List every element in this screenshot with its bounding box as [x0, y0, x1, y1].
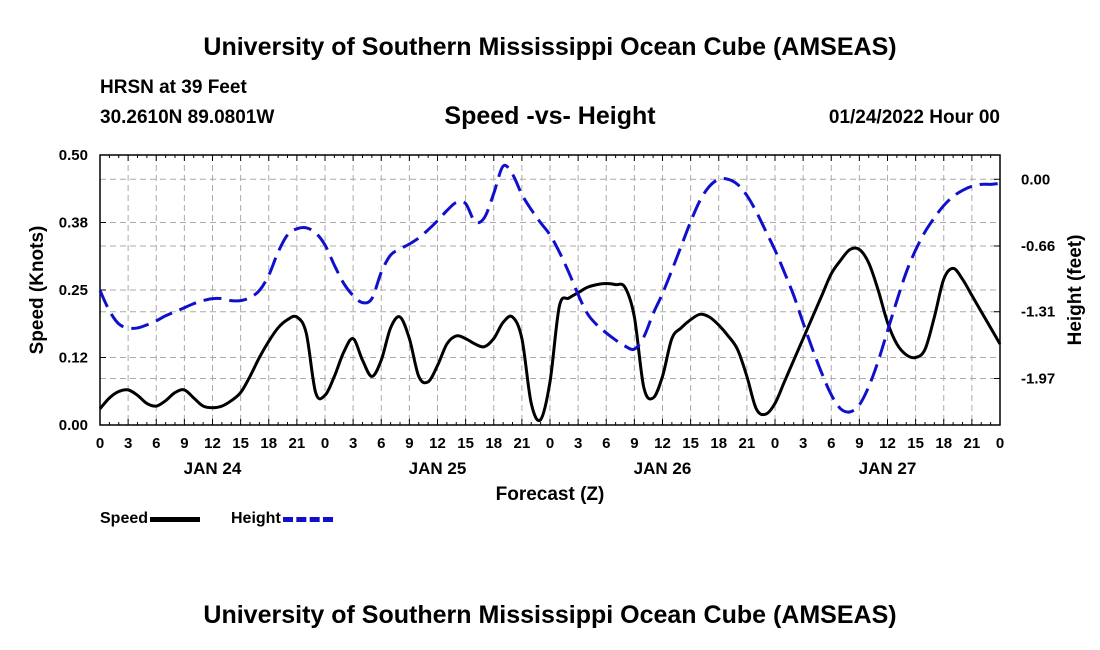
x-tick-label: 0 [321, 435, 329, 452]
height-series-line [98, 163, 1001, 414]
x-tick-label: 9 [180, 435, 188, 452]
day-label: JAN 25 [409, 459, 467, 478]
x-tick-label: 18 [935, 435, 952, 452]
x-tick-label: 15 [907, 435, 924, 452]
y-axis-label-left: Speed (Knots) [27, 226, 48, 355]
x-tick-label: 21 [739, 435, 756, 452]
x-tick-label: 6 [602, 435, 610, 452]
legend-height-swatch [282, 516, 333, 522]
x-tick-label: 12 [879, 435, 896, 452]
x-tick-label: 3 [799, 435, 807, 452]
speed-series-line [98, 246, 1002, 422]
x-tick-label: 9 [405, 435, 413, 452]
y-right-tick-label: -0.66 [1021, 238, 1055, 255]
x-tick-label: 18 [485, 435, 502, 452]
day-label: JAN 24 [184, 459, 242, 478]
y-right-tick-label: -1.31 [1021, 304, 1055, 321]
y-axis-label-right: Height (feet) [1065, 235, 1086, 346]
x-tick-label: 21 [514, 435, 531, 452]
legend-height: Height [231, 510, 333, 528]
legend-height-label: Height [231, 510, 281, 527]
forecast-datetime: 01/24/2022 Hour 00 [828, 107, 1000, 128]
page-title: University of Southern Mississippi Ocean… [203, 33, 897, 61]
x-tick-label: 12 [654, 435, 671, 452]
x-tick-label: 15 [232, 435, 249, 452]
x-tick-label: 15 [457, 435, 474, 452]
x-tick-label: 9 [855, 435, 863, 452]
chart-title: Speed -vs- Height [444, 102, 656, 130]
x-tick-label: 0 [771, 435, 779, 452]
legend-speed: Speed [100, 510, 201, 528]
y-left-tick-label: 0.00 [59, 417, 88, 434]
plot-frame [99, 154, 1001, 426]
x-tick-label: 21 [964, 435, 981, 452]
station-label: HRSN at 39 Feet [100, 77, 247, 98]
y-right-tick-label: 0.00 [1021, 171, 1050, 188]
x-tick-label: 6 [152, 435, 160, 452]
x-tick-label: 21 [289, 435, 306, 452]
day-label: JAN 27 [859, 459, 917, 478]
x-tick-label: 18 [260, 435, 277, 452]
coordinates-label: 30.2610N 89.0801W [100, 107, 275, 128]
x-tick-label: 0 [546, 435, 554, 452]
x-tick-label: 15 [682, 435, 699, 452]
x-tick-label: 3 [124, 435, 132, 452]
y-left-tick-label: 0.25 [59, 282, 88, 299]
footer-title: University of Southern Mississippi Ocean… [203, 601, 897, 629]
y-right-tick-label: -1.97 [1021, 370, 1055, 387]
y-left-tick-label: 0.12 [59, 350, 88, 367]
x-tick-label: 0 [996, 435, 1004, 452]
day-label: JAN 26 [634, 459, 692, 478]
x-tick-label: 12 [429, 435, 446, 452]
x-tick-label: 12 [204, 435, 221, 452]
x-tick-label: 6 [377, 435, 385, 452]
y-left-tick-label: 0.50 [59, 147, 88, 164]
x-axis-label: Forecast (Z) [496, 484, 605, 505]
x-tick-label: 18 [710, 435, 727, 452]
x-tick-label: 9 [630, 435, 638, 452]
x-tick-label: 3 [349, 435, 357, 452]
legend-speed-label: Speed [100, 510, 149, 527]
x-tick-label: 6 [827, 435, 835, 452]
y-left-tick-label: 0.38 [59, 215, 88, 232]
x-tick-label: 0 [96, 435, 104, 452]
legend-speed-swatch [150, 516, 201, 522]
x-tick-label: 3 [574, 435, 582, 452]
